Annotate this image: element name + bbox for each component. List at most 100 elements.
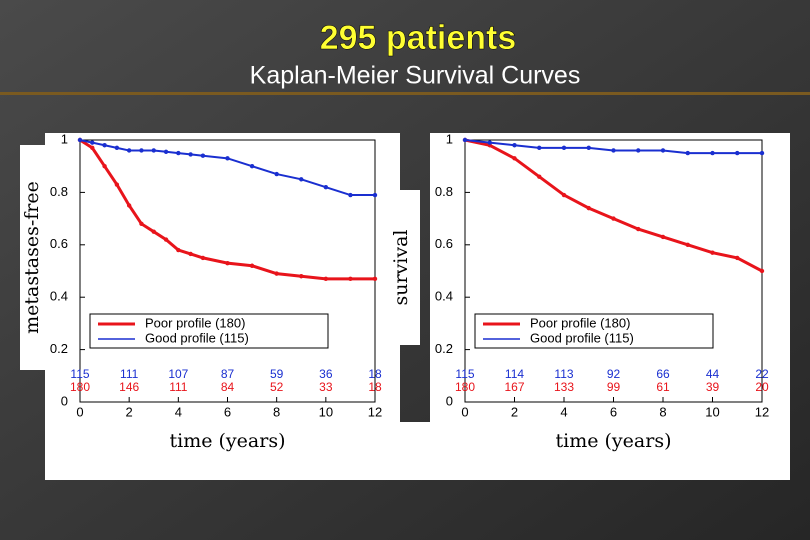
y-tick-label: 1 <box>61 131 68 146</box>
x-tick-label: 10 <box>705 404 719 419</box>
y-tick-label: 0.6 <box>435 236 453 251</box>
at-risk-count: 22 <box>755 367 769 381</box>
censor-mark <box>537 174 542 179</box>
x-tick-label: 0 <box>461 404 468 419</box>
censor-mark <box>759 268 765 274</box>
censor-mark <box>90 145 95 151</box>
x-tick-label: 8 <box>659 404 666 419</box>
censor-mark <box>537 145 542 151</box>
censor-mark <box>586 205 591 211</box>
censor-mark <box>348 276 353 282</box>
censor-mark <box>114 145 120 151</box>
censor-mark <box>710 150 715 156</box>
y-tick-label: 0.6 <box>50 236 68 251</box>
at-risk-count: 114 <box>505 367 524 381</box>
censor-mark <box>249 164 255 169</box>
censor-mark <box>151 229 156 234</box>
censor-mark <box>139 221 144 227</box>
legend-label: Good profile (115) <box>145 330 249 345</box>
at-risk-count: 61 <box>656 380 670 394</box>
censor-mark <box>636 148 641 153</box>
censor-mark <box>735 150 740 156</box>
x-tick-label: 6 <box>610 404 617 419</box>
x-tick-label: 10 <box>319 404 333 419</box>
legend-label: Poor profile (180) <box>145 315 245 330</box>
slide-title: 295 patients <box>320 19 517 57</box>
censor-mark <box>200 255 206 261</box>
censor-mark <box>176 150 181 156</box>
legend-label: Good profile (115) <box>530 330 634 345</box>
x-tick-label: 2 <box>126 404 133 419</box>
censor-mark <box>188 152 193 157</box>
label-strip <box>45 422 790 480</box>
censor-mark <box>126 148 132 153</box>
censor-mark <box>512 156 517 161</box>
x-tick-label: 0 <box>76 404 83 419</box>
censor-mark <box>372 192 378 198</box>
at-risk-count: 180 <box>455 380 475 394</box>
at-risk-count: 36 <box>319 367 333 381</box>
x-tick-label: 2 <box>511 404 518 419</box>
censor-mark <box>735 255 740 261</box>
at-risk-count: 115 <box>455 367 474 381</box>
censor-mark <box>200 153 206 158</box>
censor-mark <box>323 276 329 282</box>
y-axis-label: survival <box>390 229 412 305</box>
at-risk-count: 111 <box>169 380 188 394</box>
y-tick-label: 0.2 <box>50 341 68 356</box>
at-risk-count: 146 <box>119 380 139 394</box>
at-risk-count: 99 <box>607 380 621 394</box>
censor-mark <box>348 192 353 198</box>
censor-mark <box>512 143 517 148</box>
y-tick-label: 0.4 <box>50 289 68 304</box>
censor-mark <box>102 143 107 148</box>
censor-mark <box>249 263 255 268</box>
censor-mark <box>685 242 690 247</box>
at-risk-count: 167 <box>504 380 524 394</box>
at-risk-count: 18 <box>368 380 382 394</box>
censor-mark <box>188 251 193 257</box>
censor-mark <box>176 247 181 253</box>
survival-curve <box>79 138 375 281</box>
at-risk-count: 18 <box>368 367 382 381</box>
x-axis-label: time (years) <box>556 430 672 452</box>
censor-mark <box>126 203 132 208</box>
censor-mark <box>372 276 378 282</box>
at-risk-count: 113 <box>554 367 573 381</box>
at-risk-count: 92 <box>607 367 621 381</box>
y-tick-label: 0.8 <box>50 184 68 199</box>
y-axis-label: metastases-free <box>21 181 43 334</box>
at-risk-count: 133 <box>554 380 574 394</box>
plot-panel <box>430 133 790 425</box>
ylabel-box <box>20 145 46 370</box>
at-risk-count: 180 <box>70 380 90 394</box>
at-risk-count: 87 <box>221 367 235 381</box>
censor-mark <box>163 149 169 154</box>
censor-mark <box>225 156 230 161</box>
at-risk-count: 111 <box>120 367 139 381</box>
x-tick-label: 4 <box>175 404 182 419</box>
y-tick-label: 0.4 <box>435 289 453 304</box>
censor-mark <box>274 271 279 276</box>
rule <box>0 92 810 95</box>
censor-mark <box>660 148 666 153</box>
censor-mark <box>611 216 616 221</box>
slide-subtitle: Kaplan-Meier Survival Curves <box>250 62 581 90</box>
censor-mark <box>660 234 666 240</box>
censor-mark <box>163 237 169 242</box>
censor-mark <box>561 192 567 198</box>
censor-mark <box>114 182 120 187</box>
censor-mark <box>759 150 765 156</box>
at-risk-count: 59 <box>270 367 284 381</box>
y-tick-label: 0.8 <box>435 184 453 199</box>
censor-mark <box>685 150 690 156</box>
at-risk-count: 20 <box>755 380 769 394</box>
legend <box>89 313 329 349</box>
at-risk-count: 44 <box>706 367 720 381</box>
at-risk-count: 52 <box>270 380 284 394</box>
at-risk-count: 107 <box>168 367 188 381</box>
censor-mark <box>225 260 230 266</box>
censor-mark <box>462 137 468 143</box>
y-tick-label: 0 <box>446 393 453 408</box>
